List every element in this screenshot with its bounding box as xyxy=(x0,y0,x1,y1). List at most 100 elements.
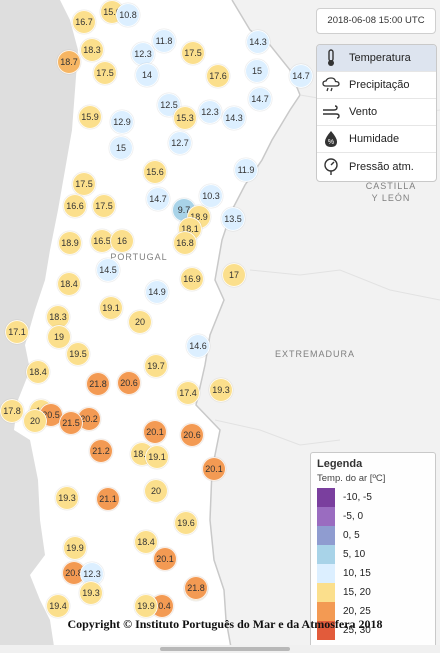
thermometer-icon xyxy=(321,48,341,68)
station-marker[interactable]: 12.9 xyxy=(110,110,134,134)
station-marker[interactable]: 19 xyxy=(47,325,71,349)
station-marker[interactable]: 20.1 xyxy=(143,420,167,444)
station-marker[interactable]: 21.8 xyxy=(184,576,208,600)
station-marker[interactable]: 19.1 xyxy=(145,445,169,469)
station-marker[interactable]: 14.7 xyxy=(289,64,313,88)
humidity-icon: % xyxy=(321,129,341,149)
legend-label: 20, 25 xyxy=(343,606,371,617)
layer-switcher[interactable]: Temperatura Precipitação Vento % Humidad… xyxy=(316,44,437,182)
station-marker[interactable]: 16.8 xyxy=(173,231,197,255)
station-marker[interactable]: 10.3 xyxy=(199,184,223,208)
legend-panel: Legenda Temp. do ar [ºC] -10, -5 -5, 0 0, … xyxy=(310,452,436,648)
station-marker[interactable]: 14.5 xyxy=(96,258,120,282)
station-marker[interactable]: 14.3 xyxy=(222,106,246,130)
station-marker[interactable]: 17.5 xyxy=(72,172,96,196)
legend-item: 10, 15 xyxy=(317,564,429,583)
station-marker[interactable]: 12.7 xyxy=(168,131,192,155)
station-marker[interactable]: 17.1 xyxy=(5,320,29,344)
legend-item: 25, 30 xyxy=(317,621,429,640)
station-marker[interactable]: 18.4 xyxy=(57,272,81,296)
station-marker[interactable]: 18.9 xyxy=(58,231,82,255)
station-marker[interactable]: 11.9 xyxy=(234,158,258,182)
station-marker[interactable]: 21.1 xyxy=(96,487,120,511)
portugal-land xyxy=(14,0,300,653)
station-marker[interactable]: 10.8 xyxy=(116,3,140,27)
station-marker[interactable]: 18.4 xyxy=(134,530,158,554)
station-marker[interactable]: 19.3 xyxy=(209,378,233,402)
station-marker[interactable]: 17.4 xyxy=(176,381,200,405)
station-marker[interactable]: 17.5 xyxy=(93,61,117,85)
station-marker[interactable]: 16.6 xyxy=(63,194,87,218)
station-marker[interactable]: 20 xyxy=(128,310,152,334)
horizontal-scrollbar[interactable] xyxy=(0,645,440,653)
station-marker[interactable]: 17.6 xyxy=(206,64,230,88)
pressure-gauge-icon xyxy=(321,157,341,177)
station-marker[interactable]: 16.9 xyxy=(180,267,204,291)
station-marker[interactable]: 17.5 xyxy=(92,194,116,218)
station-marker[interactable]: 14.9 xyxy=(145,280,169,304)
layer-pressao[interactable]: Pressão atm. xyxy=(317,153,436,180)
layer-temperatura[interactable]: Temperatura xyxy=(317,45,436,72)
legend-swatch xyxy=(317,507,335,526)
region-label-castilla: CASTILLA xyxy=(365,181,417,191)
region-border xyxy=(214,419,341,446)
station-marker[interactable]: 16 xyxy=(110,229,134,253)
station-marker[interactable]: 20 xyxy=(23,409,47,433)
station-marker[interactable]: 21.2 xyxy=(89,439,113,463)
station-marker[interactable]: 19.5 xyxy=(66,342,90,366)
station-marker[interactable]: 19.3 xyxy=(79,581,103,605)
station-marker[interactable]: 17.5 xyxy=(181,41,205,65)
station-marker[interactable]: 19.4 xyxy=(46,594,70,618)
station-marker[interactable]: 20.6 xyxy=(117,371,141,395)
svg-text:%: % xyxy=(328,139,334,146)
station-marker[interactable]: 18.7 xyxy=(57,50,81,74)
legend-label: 10, 15 xyxy=(343,568,371,579)
station-marker[interactable]: 14 xyxy=(135,63,159,87)
legend-scale: -10, -5 -5, 0 0, 5 5, 10 10, 15 15, 20 20, 25 2… xyxy=(317,488,429,640)
layer-precipitacao[interactable]: Precipitação xyxy=(317,72,436,99)
station-marker[interactable]: 14.7 xyxy=(248,87,272,111)
station-marker[interactable]: 12.3 xyxy=(198,100,222,124)
station-marker[interactable]: 15.3 xyxy=(173,106,197,130)
legend-label: -5, 0 xyxy=(343,511,364,522)
station-marker[interactable]: 14.3 xyxy=(246,30,270,54)
station-marker[interactable]: 20.6 xyxy=(180,423,204,447)
station-marker[interactable]: 11.8 xyxy=(152,29,176,53)
station-marker[interactable]: 17 xyxy=(222,263,246,287)
region-border xyxy=(249,269,440,301)
legend-label: 15, 20 xyxy=(343,587,371,598)
station-marker[interactable]: 13.5 xyxy=(221,207,245,231)
station-marker[interactable]: 15.6 xyxy=(143,160,167,184)
station-marker[interactable]: 14.7 xyxy=(146,187,170,211)
layer-humidade[interactable]: % Humidade xyxy=(317,126,436,153)
station-marker[interactable]: 15 xyxy=(245,59,269,83)
region-label-castilla-y-leon: Y LEÓN xyxy=(371,193,411,203)
layer-vento[interactable]: Vento xyxy=(317,99,436,126)
station-marker[interactable]: 19.9 xyxy=(63,536,87,560)
station-marker[interactable]: 19.9 xyxy=(134,594,158,618)
station-marker[interactable]: 17.8 xyxy=(0,399,24,423)
station-marker[interactable]: 15 xyxy=(109,136,133,160)
station-marker[interactable]: 19.1 xyxy=(99,296,123,320)
station-marker[interactable]: 19.7 xyxy=(144,354,168,378)
station-marker[interactable]: 15.9 xyxy=(78,105,102,129)
legend-title: Legenda xyxy=(317,458,363,470)
station-marker[interactable]: 18.4 xyxy=(26,360,50,384)
station-marker[interactable]: 20.1 xyxy=(153,547,177,571)
station-marker[interactable]: 21.5 xyxy=(59,411,83,435)
legend-swatch xyxy=(317,621,335,640)
station-marker[interactable]: 21.8 xyxy=(86,372,110,396)
station-marker[interactable]: 19.6 xyxy=(174,511,198,535)
station-marker[interactable]: 20 xyxy=(144,479,168,503)
station-marker[interactable]: 19.3 xyxy=(55,486,79,510)
station-marker[interactable]: 14.6 xyxy=(186,334,210,358)
legend-item: 0, 5 xyxy=(317,526,429,545)
station-marker[interactable]: 16.7 xyxy=(72,10,96,34)
legend-item: -5, 0 xyxy=(317,507,429,526)
station-marker[interactable]: 20.1 xyxy=(202,457,226,481)
legend-label: 0, 5 xyxy=(343,530,360,541)
legend-item: -10, -5 xyxy=(317,488,429,507)
legend-label: -10, -5 xyxy=(343,492,372,503)
legend-swatch xyxy=(317,583,335,602)
station-marker[interactable]: 18.3 xyxy=(80,38,104,62)
